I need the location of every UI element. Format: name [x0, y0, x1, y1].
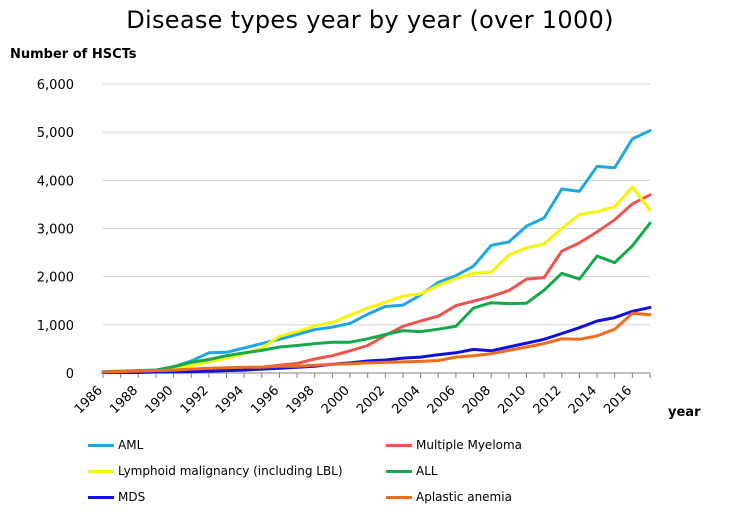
y-tick-label: 3,000: [37, 223, 74, 238]
y-tick-label: 6,000: [37, 78, 74, 93]
x-tick-label: 1986: [72, 383, 106, 417]
legend-label: AML: [118, 438, 144, 452]
series-line-aplastic-anemia: [101, 311, 652, 374]
x-tick-label: 2014: [566, 383, 600, 417]
series-line-multiple-myeloma: [101, 193, 652, 374]
y-tick-label: 0: [66, 367, 74, 382]
x-tick-label: 1992: [178, 383, 212, 417]
y-tick-label: 4,000: [37, 174, 74, 189]
x-axis-label: year: [668, 405, 701, 420]
x-tick-label: 1990: [142, 383, 176, 417]
x-tick-label: 1998: [284, 383, 318, 417]
y-tick-label: 1,000: [37, 319, 74, 334]
legend-label: Lymphoid malignancy (including LBL): [118, 464, 343, 478]
series-line-mds: [101, 306, 652, 374]
legend-swatch: [88, 469, 114, 473]
x-tick-label: 2002: [354, 383, 388, 417]
x-tick-label: 2004: [389, 383, 423, 417]
x-tick-label: 1994: [213, 383, 247, 417]
legend-label: ALL: [416, 464, 438, 478]
legend-item: MDS: [88, 489, 145, 505]
legend-swatch: [386, 443, 412, 447]
legend-item: Aplastic anemia: [386, 489, 512, 505]
legend-swatch: [386, 469, 412, 473]
x-tick-label: 1988: [107, 383, 141, 417]
y-axis-label: Number of HSCTs: [10, 47, 137, 62]
x-tick-label: 2012: [531, 383, 565, 417]
y-tick-label: 5,000: [37, 126, 74, 141]
legend-item: Lymphoid malignancy (including LBL): [88, 463, 343, 479]
legend-item: ALL: [386, 463, 438, 479]
legend-swatch: [88, 443, 114, 447]
series-line-aml: [101, 129, 652, 374]
x-tick-label: 1996: [248, 383, 282, 417]
x-tick-label: 2006: [425, 383, 459, 417]
series-line-all: [101, 221, 652, 374]
x-tick-label: 2010: [495, 383, 529, 417]
x-tick-label: 2016: [601, 383, 635, 417]
legend-swatch: [386, 495, 412, 499]
y-tick-label: 2,000: [37, 271, 74, 286]
legend-item: Multiple Myeloma: [386, 437, 522, 453]
legend-item: AML: [88, 437, 143, 453]
x-tick-label: 2000: [319, 383, 353, 417]
x-tick-label: 2008: [460, 383, 494, 417]
legend-label: MDS: [118, 490, 146, 504]
series-line-lymphoid-malignancy-including-lbl: [101, 185, 652, 374]
legend-label: Multiple Myeloma: [416, 438, 523, 452]
chart-title: Disease types year by year (over 1000): [126, 6, 614, 34]
legend-label: Aplastic anemia: [416, 490, 512, 504]
legend-swatch: [88, 495, 114, 499]
